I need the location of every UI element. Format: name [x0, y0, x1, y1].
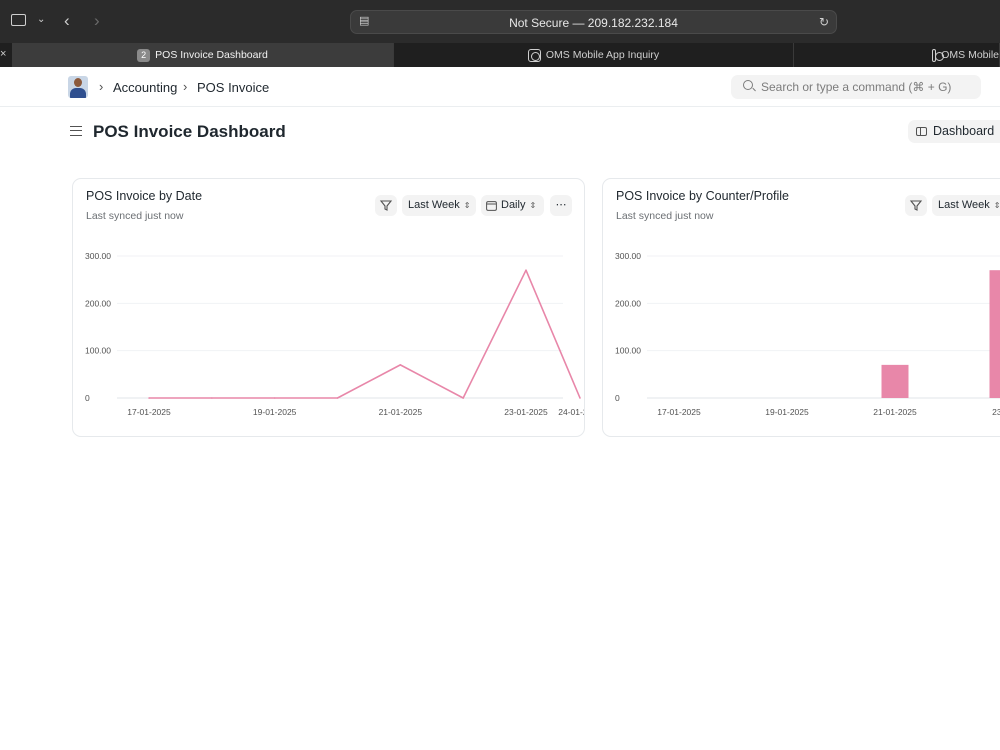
sidebar-toggle-icon[interactable] [11, 14, 26, 26]
x-tick-label: 19-01-2025 [765, 407, 809, 417]
x-tick-label: 21-01-2025 [379, 407, 423, 417]
avatar[interactable] [68, 76, 88, 98]
y-tick-label: 200.00 [85, 298, 111, 308]
data-point [525, 269, 527, 271]
chart-card-by-counter: POS Invoice by Counter/Profile Last sync… [602, 178, 1000, 437]
data-point [399, 364, 402, 366]
chart-card-by-date: POS Invoice by Date Last synced just now… [72, 178, 585, 437]
tab-oms-mobile[interactable]: OMS Mobile [794, 43, 1000, 67]
dashboard-button[interactable]: Dashboard [908, 120, 1000, 143]
bar [881, 364, 909, 398]
select-chevron-icon: ⇕ [993, 201, 1000, 210]
range-select[interactable]: Last Week ⇕ [932, 195, 1000, 216]
interval-select[interactable]: Daily ⇕ [481, 195, 544, 216]
hamburger-icon[interactable] [70, 126, 82, 136]
data-point [273, 397, 276, 399]
card-title: POS Invoice by Date [86, 189, 203, 203]
forward-icon[interactable]: › [94, 11, 100, 30]
tab-badge: 2 [137, 48, 151, 62]
data-point [336, 397, 339, 399]
search-placeholder: Search or type a command (⌘ + G) [761, 80, 952, 94]
breadcrumb-accounting[interactable]: Accounting [113, 80, 178, 95]
more-icon: ⋯ [555, 199, 567, 211]
openai-logo-icon [932, 48, 945, 62]
line-chart: 0 100.00 200.00 300.00 17-01-2025 19-01-2025 2… [85, 251, 584, 417]
card-subtitle: Last synced just now [86, 210, 184, 222]
close-tab-icon[interactable]: × [0, 48, 7, 60]
chevron-right-icon: › [183, 79, 188, 94]
y-tick-label: 100.00 [615, 346, 641, 356]
reload-icon[interactable]: ↻ [819, 15, 830, 29]
data-point [148, 397, 150, 399]
card-subtitle: Last synced just now [616, 210, 714, 222]
back-icon[interactable]: ‹ [64, 11, 70, 30]
x-tick-label: 19-01-2025 [253, 407, 297, 417]
x-tick-label: 23-01 [992, 407, 1000, 417]
filter-button[interactable] [905, 195, 927, 216]
bar-chart: 0 100.00 200.00 300.00 17-01-2025 19-01-2025 2… [615, 251, 1000, 417]
more-options-button[interactable]: ⋯ [550, 195, 572, 216]
data-point [579, 397, 581, 399]
data-point [462, 397, 464, 399]
card-title: POS Invoice by Counter/Profile [616, 189, 789, 203]
search-icon [743, 80, 753, 90]
tab-label: POS Invoice Dashboard [155, 49, 268, 61]
series-line [149, 269, 581, 399]
bar [989, 270, 1000, 398]
x-tick-label: 21-01-2025 [873, 407, 917, 417]
address-bar[interactable]: ▤ Not Secure — 209.182.232.184 ↻ [350, 10, 837, 34]
dashboard-button-label: Dashboard [933, 124, 995, 138]
openai-logo-icon [527, 48, 541, 62]
filter-button[interactable] [375, 195, 397, 216]
y-tick-label: 0 [615, 393, 620, 403]
y-tick-label: 0 [85, 393, 90, 403]
range-select-value: Last Week [408, 199, 460, 211]
filter-icon [909, 200, 923, 211]
data-point [211, 397, 213, 399]
sidebar-icon [916, 127, 927, 136]
select-chevron-icon: ⇕ [529, 201, 537, 210]
range-select[interactable]: Last Week ⇕ [402, 195, 476, 216]
tab-label: OMS Mobile [941, 49, 999, 61]
y-tick-label: 300.00 [615, 251, 641, 261]
chevron-down-icon[interactable]: ⌄ [37, 14, 46, 25]
tab-bar: × 2 POS Invoice Dashboard OMS Mobile App… [0, 43, 1000, 67]
filter-icon [379, 200, 393, 211]
app-header: › Accounting › POS Invoice Search or typ… [0, 67, 1000, 107]
range-select-value: Last Week [938, 199, 990, 211]
breadcrumb-pos-invoice[interactable]: POS Invoice [197, 80, 270, 95]
x-tick-label: 17-01-2025 [127, 407, 171, 417]
calendar-icon [486, 201, 497, 211]
y-tick-label: 100.00 [85, 346, 111, 356]
tab-label: OMS Mobile App Inquiry [545, 49, 660, 61]
address-text: Not Secure — 209.182.232.184 [509, 16, 678, 30]
x-tick-label: 23-01-2025 [504, 407, 548, 417]
x-tick-label: 24-01-2025 [558, 407, 584, 417]
page-settings-icon[interactable]: ▤ [359, 15, 370, 27]
browser-toolbar: ⌄ ‹ › ▤ Not Secure — 209.182.232.184 ↻ [0, 0, 1000, 43]
search-input[interactable]: Search or type a command (⌘ + G) [731, 75, 981, 99]
tab-pos-invoice-dashboard[interactable]: 2 POS Invoice Dashboard [12, 43, 394, 67]
interval-select-value: Daily [501, 199, 526, 211]
select-chevron-icon: ⇕ [463, 201, 471, 210]
y-tick-label: 300.00 [85, 251, 111, 261]
tab-oms-inquiry[interactable]: OMS Mobile App Inquiry [394, 43, 794, 67]
page-title: POS Invoice Dashboard [93, 122, 286, 141]
y-tick-label: 200.00 [615, 298, 641, 308]
x-tick-label: 17-01-2025 [657, 407, 701, 417]
chevron-right-icon: › [99, 79, 104, 94]
